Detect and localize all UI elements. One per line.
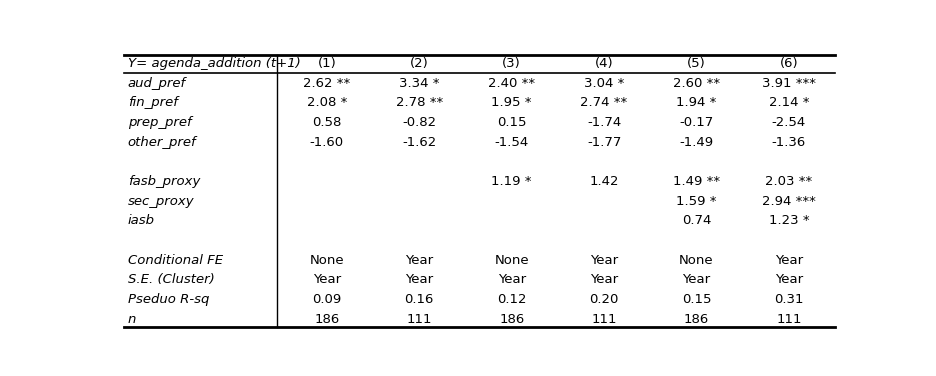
Text: 0.20: 0.20 (590, 293, 619, 306)
Text: Y= agenda_addition (t+1): Y= agenda_addition (t+1) (128, 57, 300, 70)
Text: fasb_proxy: fasb_proxy (128, 175, 200, 188)
Text: 2.94 ***: 2.94 *** (762, 195, 816, 208)
Text: n: n (128, 312, 137, 326)
Text: 2.03 **: 2.03 ** (766, 175, 812, 188)
Text: 2.78 **: 2.78 ** (396, 96, 443, 109)
Text: (2): (2) (410, 57, 429, 70)
Text: 2.62 **: 2.62 ** (303, 77, 350, 90)
Text: 2.08 *: 2.08 * (307, 96, 347, 109)
Text: -1.54: -1.54 (494, 136, 529, 149)
Text: sec_proxy: sec_proxy (128, 195, 195, 208)
Text: 111: 111 (406, 312, 432, 326)
Text: (5): (5) (687, 57, 706, 70)
Text: 111: 111 (776, 312, 802, 326)
Text: 0.15: 0.15 (497, 116, 526, 129)
Text: Year: Year (682, 273, 710, 286)
Text: -1.36: -1.36 (772, 136, 806, 149)
Text: 0.16: 0.16 (404, 293, 434, 306)
Text: Year: Year (405, 253, 433, 267)
Text: aud_pref: aud_pref (128, 77, 186, 90)
Text: 186: 186 (314, 312, 340, 326)
Text: None: None (310, 253, 344, 267)
Text: Pseduo R-sq: Pseduo R-sq (128, 293, 210, 306)
Text: 111: 111 (592, 312, 617, 326)
Text: 0.58: 0.58 (313, 116, 342, 129)
Text: 1.95 *: 1.95 * (491, 96, 532, 109)
Text: Year: Year (590, 273, 618, 286)
Text: 1.42: 1.42 (590, 175, 619, 188)
Text: Year: Year (313, 273, 341, 286)
Text: 186: 186 (499, 312, 524, 326)
Text: None: None (494, 253, 529, 267)
Text: Year: Year (405, 273, 433, 286)
Text: -0.82: -0.82 (402, 116, 436, 129)
Text: -1.49: -1.49 (680, 136, 713, 149)
Text: prep_pref: prep_pref (128, 116, 192, 129)
Text: 1.94 *: 1.94 * (677, 96, 717, 109)
Text: 3.91 ***: 3.91 *** (762, 77, 816, 90)
Text: S.E. (Cluster): S.E. (Cluster) (128, 273, 214, 286)
Text: 1.19 *: 1.19 * (491, 175, 532, 188)
Text: 0.31: 0.31 (774, 293, 804, 306)
Text: 2.60 **: 2.60 ** (673, 77, 720, 90)
Text: 1.59 *: 1.59 * (677, 195, 717, 208)
Text: 1.23 *: 1.23 * (768, 214, 810, 227)
Text: 0.12: 0.12 (497, 293, 526, 306)
Text: 0.09: 0.09 (313, 293, 342, 306)
Text: iasb: iasb (128, 214, 154, 227)
Text: 1.49 **: 1.49 ** (673, 175, 720, 188)
Text: 186: 186 (684, 312, 709, 326)
Text: (6): (6) (780, 57, 798, 70)
Text: other_pref: other_pref (128, 136, 197, 149)
Text: 2.74 **: 2.74 ** (580, 96, 628, 109)
Text: -1.60: -1.60 (310, 136, 344, 149)
Text: -1.62: -1.62 (402, 136, 436, 149)
Text: -1.77: -1.77 (587, 136, 622, 149)
Text: 2.40 **: 2.40 ** (489, 77, 535, 90)
Text: None: None (680, 253, 714, 267)
Text: (4): (4) (594, 57, 613, 70)
Text: Year: Year (590, 253, 618, 267)
Text: (1): (1) (317, 57, 336, 70)
Text: Year: Year (775, 253, 803, 267)
Text: 3.04 *: 3.04 * (584, 77, 624, 90)
Text: 0.74: 0.74 (681, 214, 711, 227)
Text: Conditional FE: Conditional FE (128, 253, 223, 267)
Text: -1.74: -1.74 (587, 116, 622, 129)
Text: Year: Year (775, 273, 803, 286)
Text: -0.17: -0.17 (680, 116, 713, 129)
Text: -2.54: -2.54 (772, 116, 806, 129)
Text: 3.34 *: 3.34 * (399, 77, 440, 90)
Text: 0.15: 0.15 (681, 293, 711, 306)
Text: (3): (3) (503, 57, 521, 70)
Text: 2.14 *: 2.14 * (768, 96, 810, 109)
Text: Year: Year (498, 273, 526, 286)
Text: fin_pref: fin_pref (128, 96, 178, 109)
